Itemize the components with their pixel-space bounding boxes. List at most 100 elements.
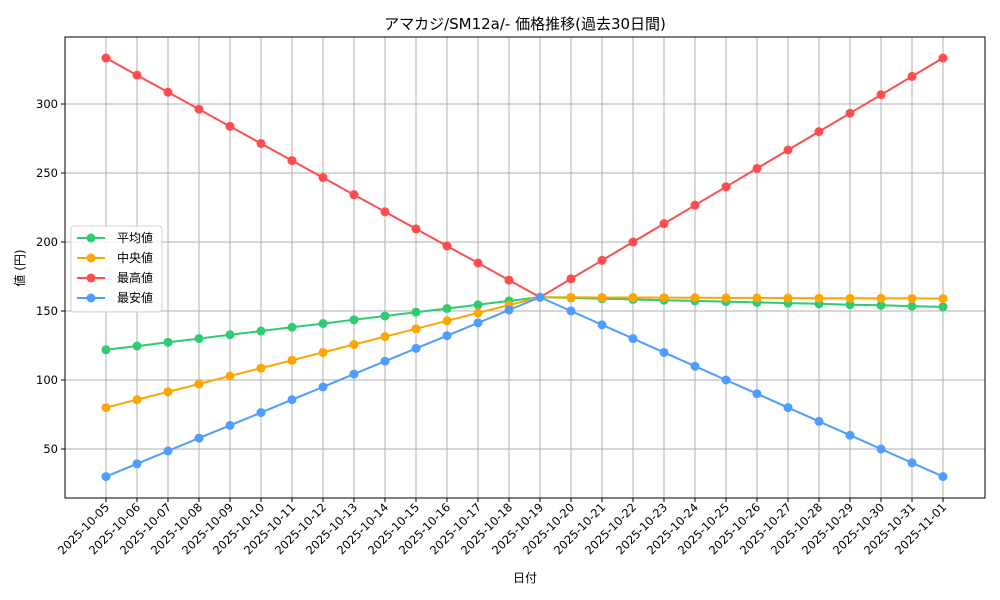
data-point: [163, 387, 173, 397]
y-tick-label: 150: [36, 304, 58, 318]
data-point: [256, 326, 266, 336]
legend-marker-icon: [86, 293, 96, 303]
data-point: [101, 345, 111, 355]
data-point: [628, 334, 638, 344]
data-point: [318, 382, 328, 392]
data-point: [287, 322, 297, 332]
data-point: [287, 355, 297, 365]
data-point: [194, 379, 204, 389]
data-point: [876, 293, 886, 303]
data-point: [845, 430, 855, 440]
data-point: [907, 458, 917, 468]
data-point: [845, 293, 855, 303]
data-point: [721, 182, 731, 192]
legend-item: 中央値: [77, 250, 153, 265]
legend-box: [70, 225, 163, 313]
data-point: [473, 318, 483, 328]
data-point: [349, 315, 359, 325]
data-point: [380, 207, 390, 217]
data-point: [814, 127, 824, 137]
data-point: [473, 308, 483, 318]
data-point: [132, 459, 142, 469]
data-point: [721, 293, 731, 303]
data-point: [690, 293, 700, 303]
data-point: [504, 305, 514, 315]
data-point: [194, 334, 204, 344]
data-point: [132, 341, 142, 351]
series-最安値: [101, 292, 948, 482]
series-line: [105, 57, 944, 299]
data-point: [907, 71, 917, 81]
data-point: [566, 306, 576, 316]
legend-item: 最安値: [77, 290, 153, 305]
data-point: [752, 293, 762, 303]
data-point: [690, 361, 700, 371]
data-point: [938, 53, 948, 63]
data-point: [163, 446, 173, 456]
legend-label: 最安値: [117, 290, 153, 305]
series-line: [105, 296, 944, 478]
data-point: [256, 138, 266, 148]
data-point: [814, 416, 824, 426]
data-point: [287, 156, 297, 166]
y-tick-label: 250: [36, 166, 58, 180]
data-point: [473, 258, 483, 268]
legend-item: 最高値: [77, 270, 153, 285]
data-point: [442, 241, 452, 251]
data-point: [845, 300, 855, 310]
data-point: [659, 219, 669, 229]
grid-lines: [65, 37, 985, 498]
data-point: [380, 332, 390, 342]
data-point: [163, 87, 173, 97]
data-point: [938, 302, 948, 312]
legend-label: 最高値: [117, 270, 153, 285]
data-point: [318, 347, 328, 357]
data-point: [845, 108, 855, 118]
chart-title: アマカジ/SM12a/- 価格推移(過去30日間): [384, 15, 666, 33]
data-point: [814, 293, 824, 303]
data-point: [783, 145, 793, 155]
data-point: [225, 420, 235, 430]
legend-label: 中央値: [117, 250, 153, 265]
data-point: [101, 53, 111, 63]
data-point: [504, 275, 514, 285]
data-point: [194, 104, 204, 114]
legend-label: 平均値: [117, 230, 153, 245]
data-point: [597, 292, 607, 302]
data-point: [411, 343, 421, 353]
data-point: [690, 200, 700, 210]
data-point: [659, 293, 669, 303]
y-tick-label: 300: [36, 97, 58, 111]
data-point: [597, 320, 607, 330]
data-point: [225, 121, 235, 131]
data-point: [566, 292, 576, 302]
data-point: [225, 330, 235, 340]
data-point: [318, 173, 328, 183]
y-tick-label: 50: [43, 442, 58, 456]
data-point: [349, 369, 359, 379]
data-point: [101, 472, 111, 482]
data-point: [535, 292, 545, 302]
series-line: [105, 296, 944, 351]
series-layer: [101, 53, 948, 482]
series-line: [105, 296, 944, 409]
plot-frame: [64, 36, 986, 499]
data-point: [752, 163, 762, 173]
legend-marker-icon: [86, 233, 96, 243]
series-中央値: [101, 292, 948, 413]
data-point: [783, 403, 793, 413]
data-point: [411, 307, 421, 317]
data-point: [938, 294, 948, 304]
data-point: [473, 300, 483, 310]
data-point: [442, 331, 452, 341]
data-point: [411, 324, 421, 334]
data-point: [783, 293, 793, 303]
data-point: [163, 337, 173, 347]
x-axis: 2025-10-052025-10-062025-10-072025-10-08…: [55, 498, 949, 557]
y-tick-label: 200: [36, 235, 58, 249]
data-point: [442, 304, 452, 314]
data-point: [349, 190, 359, 200]
data-point: [752, 389, 762, 399]
